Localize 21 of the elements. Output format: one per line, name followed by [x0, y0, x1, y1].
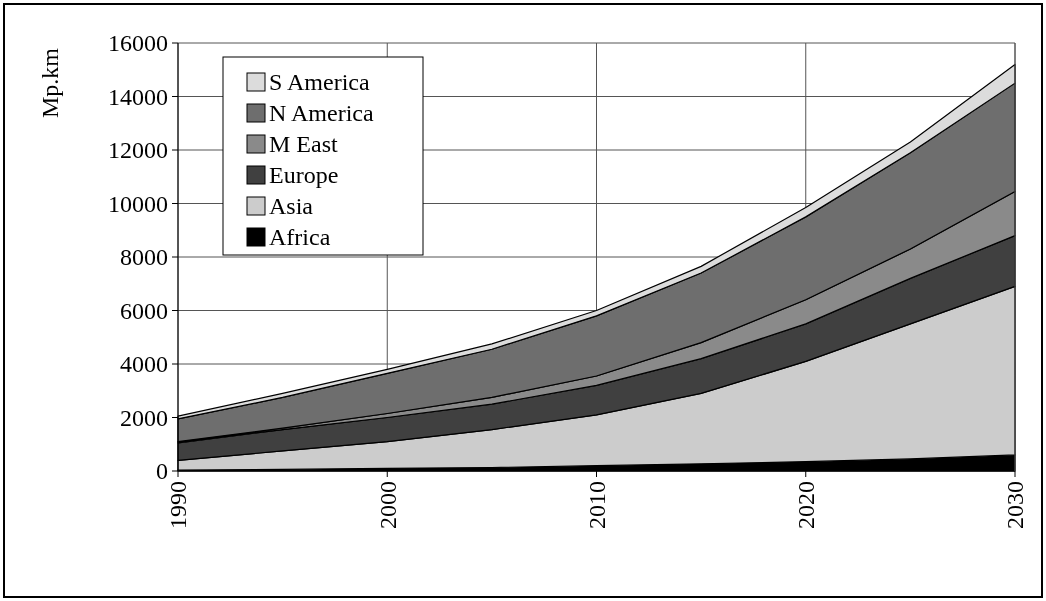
legend-label: Africa: [269, 224, 331, 251]
y-tick-label: 4000: [120, 351, 168, 378]
x-tick-label: 2010: [583, 481, 610, 529]
y-tick-label: 2000: [120, 404, 168, 431]
x-tick-label: 1990: [165, 481, 192, 529]
x-tick-label: 2030: [1002, 481, 1029, 529]
y-axis-title: Mp.km: [37, 47, 63, 119]
y-tick-label: 12000: [108, 137, 168, 164]
y-tick-label: 16000: [108, 30, 168, 57]
x-tick-label: 2000: [374, 481, 401, 529]
y-tick-label: 0: [156, 458, 168, 485]
y-tick-label: 10000: [108, 190, 168, 217]
legend-label: S America: [269, 69, 370, 96]
legend-label: M East: [269, 131, 338, 158]
x-tick-label: 2020: [793, 481, 820, 529]
legend-label: Asia: [269, 193, 314, 220]
y-tick-label: 8000: [120, 244, 168, 271]
legend-label: Europe: [269, 162, 339, 189]
y-tick-label: 14000: [108, 83, 168, 110]
legend-label: N America: [269, 100, 374, 127]
y-tick-label: 6000: [120, 297, 168, 324]
